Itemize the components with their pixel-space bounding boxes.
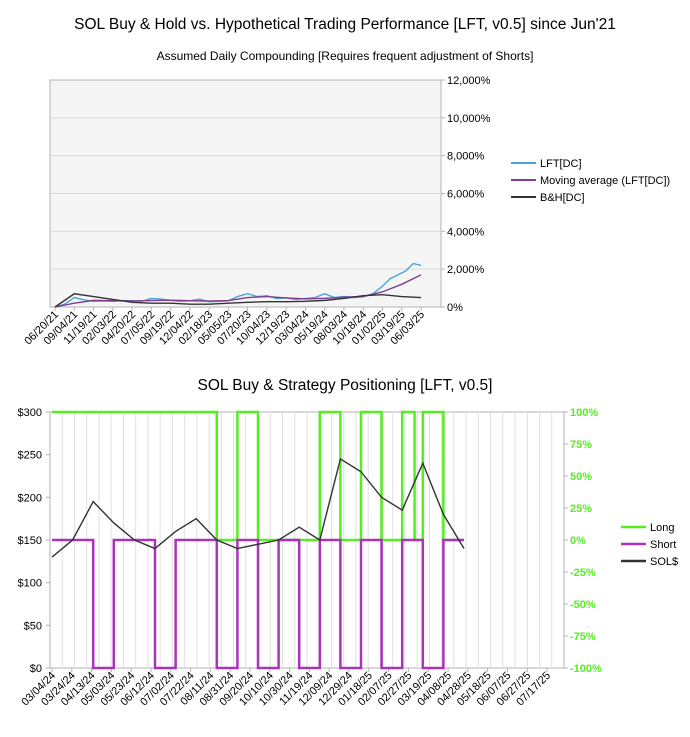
chart2-line-sol-: [51, 457, 465, 558]
chart1-gridlines: [50, 117, 441, 270]
chart2-line-long: [52, 410, 464, 542]
chart2-right-tick-label: 25%: [570, 503, 592, 515]
chart1-y-tick-label: 8,000%: [447, 151, 485, 163]
chart2-right-tick-label: 0%: [570, 535, 586, 547]
chart1-series: [54, 262, 422, 308]
chart1-y-tick-label: 10,000%: [447, 113, 491, 125]
chart1-y-tick-label: 12,000%: [447, 75, 491, 87]
chart1-y-tick-label: 4,000%: [447, 226, 485, 238]
chart1-title: SOL Buy & Hold vs. Hypothetical Trading …: [74, 16, 616, 33]
chart1-y-tick-label: 2,000%: [447, 264, 485, 276]
chart2-right-tick-label: -25%: [570, 567, 596, 579]
chart2-right-tick-label: 100%: [570, 407, 598, 419]
chart2-left-tick-label: $50: [24, 620, 42, 632]
chart2-left-tick-label: $300: [18, 407, 42, 419]
chart1-y-axis: 0% 2,000% 4,000% 6,000% 8,000% 10,000% 12,000%: [441, 75, 491, 314]
chart2-x-axis: 03/04/2403/24/2404/13/2405/03/2405/23/24…: [19, 668, 553, 708]
chart2-legend-label: Long: [650, 522, 674, 534]
chart2-left-tick-label: $250: [18, 450, 42, 462]
chart1-y-tick-label: 6,000%: [447, 189, 485, 201]
chart2-right-tick-label: 50%: [570, 471, 592, 483]
chart1-line-b-h-dc-: [54, 293, 422, 308]
chart2-left-axis: $0 $50 $100 $150 $200 $250 $300: [18, 407, 50, 675]
chart2-right-axis: -100% -75% -50% -25% 0% 25% 50% 75% 100%: [564, 407, 602, 675]
chart1-legend-label: B&H[DC]: [540, 192, 585, 204]
chart1-x-axis: 06/20/2109/04/2111/19/2102/03/2204/20/22…: [22, 307, 427, 347]
chart2-series: [51, 410, 465, 670]
chart2-line-short: [52, 538, 464, 670]
chart2-left-tick-label: $200: [18, 492, 42, 504]
chart2-right-tick-label: -50%: [570, 599, 596, 611]
chart2-legend: Long Short SOL$: [621, 522, 678, 568]
chart2-legend-label: Short: [650, 539, 676, 551]
chart2-left-tick-label: $150: [18, 535, 42, 547]
chart1-y-tick-label: 0%: [447, 302, 463, 314]
chart1-legend: LFT[DC] Moving average (LFT[DC]) B&H[DC]: [511, 158, 670, 204]
chart2-right-tick-label: -100%: [570, 663, 602, 675]
chart2-right-tick-label: 75%: [570, 439, 592, 451]
chart1-legend-label: LFT[DC]: [540, 158, 582, 170]
chart1-subtitle: Assumed Daily Compounding [Requires freq…: [157, 49, 534, 63]
chart1-legend-label: Moving average (LFT[DC]): [540, 175, 670, 187]
chart2-left-tick-label: $0: [30, 663, 42, 675]
chart2-left-tick-label: $100: [18, 578, 42, 590]
chart2-title: SOL Buy & Strategy Positioning [LFT, v0.…: [198, 377, 493, 394]
chart2-legend-label: SOL$: [650, 556, 678, 568]
chart2-right-tick-label: -75%: [570, 631, 596, 643]
